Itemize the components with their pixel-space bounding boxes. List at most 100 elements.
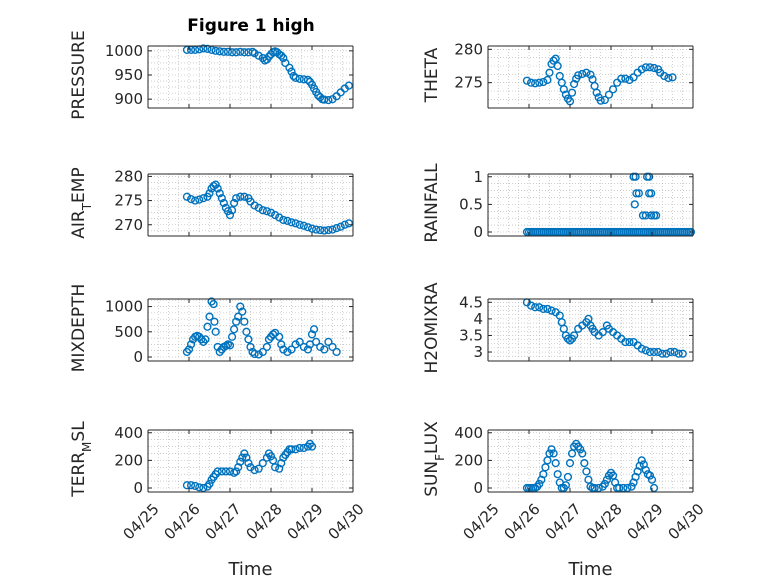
data-point [629,73,638,82]
data-point [592,88,601,97]
data-point [641,211,650,220]
data-point [563,472,573,482]
data-point [547,306,556,315]
data-point [647,475,657,484]
data-point [242,327,251,336]
data-point [522,76,532,85]
data-point [283,347,292,357]
data-point [240,449,249,458]
data-point [227,206,237,215]
data-point [186,481,196,490]
y-axis-label-subscript: F [433,454,447,461]
data-point [217,194,226,203]
data-point [258,347,267,357]
y-axis-label-part: SL [69,421,89,442]
data-point [549,449,558,458]
y-tick-label: 500 [114,323,143,341]
data-point [598,328,607,337]
y-tick-label: 3 [473,343,483,361]
data-point [316,93,325,102]
y-tick-label: 0 [473,479,483,497]
data-point [649,483,659,493]
subplot-rainfall: 0 0.5 1 RAINFALL [422,163,696,243]
plot-area [488,430,693,488]
data-point [526,301,536,310]
data-point [219,47,228,56]
data-point [660,71,669,81]
series-markers [522,298,687,358]
data-point [649,347,659,357]
data-point [563,334,573,343]
data-point [227,332,237,341]
data-point [250,201,259,210]
data-point [281,58,290,68]
data-point [641,63,650,72]
data-point [230,198,239,208]
data-point [344,81,354,90]
data-point [686,227,696,237]
data-point [576,445,585,454]
y-tick-label: 1000 [105,42,143,60]
data-point [271,210,280,220]
y-axis-label: TERRMSL [69,421,94,498]
y-tick-label: 4.5 [459,293,483,311]
data-point [559,85,568,94]
data-point [195,195,204,204]
y-tick-label: 275 [454,74,483,92]
data-point [266,208,276,217]
data-point [186,340,196,349]
data-point [645,471,655,480]
data-point [324,96,333,105]
data-point [203,322,212,331]
data-point [328,225,337,234]
data-point [287,67,296,76]
data-point [553,61,562,71]
data-point [547,445,556,454]
y-axis-label: H2OMIXRA [422,282,442,373]
data-point [221,467,231,476]
series-markers [522,54,677,106]
data-point [295,220,304,229]
y-axis-label-part: EMP [69,167,89,203]
y-axis-label: AIRTEMP [69,167,94,238]
data-point [336,222,345,231]
data-point [291,219,300,228]
series-markers [182,180,354,235]
data-point [303,345,313,354]
data-point [645,172,654,181]
data-point [299,443,308,453]
data-point [658,349,667,358]
data-point [565,336,575,345]
data-point [254,464,263,473]
data-point [531,303,540,312]
data-point [320,226,329,235]
data-point [279,345,288,354]
data-point [535,479,544,488]
data-point [254,203,263,212]
y-tick-label: 400 [454,424,483,442]
data-point [299,221,308,230]
x-axis-label: Time [227,559,272,580]
data-point [549,56,558,65]
data-point [191,481,200,491]
y-axis-label-part: AIR [69,210,89,239]
y-axis-label: SUNFLUX [422,421,447,497]
data-point [590,483,599,493]
data-point [232,48,241,57]
data-point [578,449,587,458]
data-point [244,459,253,468]
data-point [232,467,241,476]
y-axis-label-part: MIXDEPTH [69,284,89,373]
data-point [666,347,675,357]
data-point [670,347,679,357]
data-point [303,223,313,232]
data-point [209,181,218,191]
data-point [240,192,249,201]
data-point [569,79,579,89]
data-point [210,317,219,326]
data-point [205,189,214,198]
data-point [303,75,313,84]
data-point [617,74,626,83]
plot-area [488,299,693,357]
